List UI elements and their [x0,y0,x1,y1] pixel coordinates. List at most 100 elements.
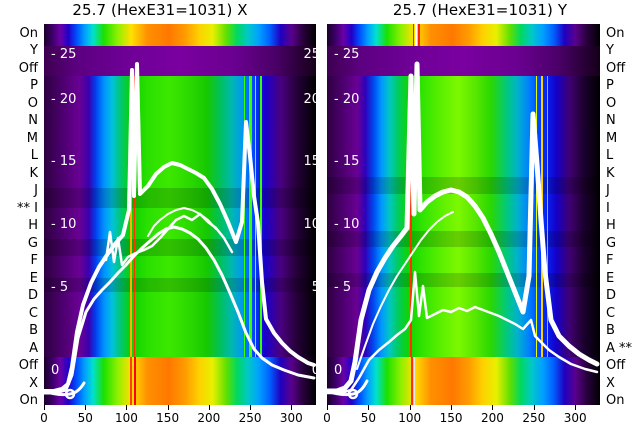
category-label-left-d: D [27,288,38,304]
category-label-left-h: H [28,218,38,234]
category-label-right-on: On [606,26,625,41]
category-label-right-e: E [606,270,615,286]
category-label-left-k: K [29,165,38,181]
x-tick-label-panel-y-300: 300 [563,411,587,425]
x-tick-label-panel-x-300: 300 [279,411,303,425]
category-label-right-f: F [606,253,614,269]
overlay-traces-y [327,24,600,405]
ytick-label-inner-25-y: - 25 [334,47,360,62]
x-tick-panel-y-150 [451,405,453,410]
x-tick-label-panel-x-0: 0 [40,411,48,425]
category-label-left-g: G [27,235,38,251]
category-label-right-p: P [606,78,614,94]
heatmap-bottom-band-y [327,357,600,405]
category-label-right-on: On [606,393,625,408]
x-axis-panel-x: 0 50 100 150 200 250 300 [40,405,316,440]
category-label-right-g: G [606,235,617,251]
category-label-left-x: X [29,375,38,391]
ytick-label-inner-0-x: 0 [51,363,60,378]
spectrum-strip [44,24,316,46]
ytick-label-inner-15-y: - 15 [334,154,360,169]
category-label-right-j: J [606,183,610,199]
x-tick-label-panel-x-50: 50 [77,411,93,425]
panel-x-heatmap: - 25 - 20 - 15 - 10 - 5 0 25 20 15 10 5 … [44,24,316,405]
x-tick-panel-x-0 [44,405,45,410]
category-label-left-f: F [30,253,38,269]
panel-y-title: 25.7 (HexE31=1031) Y [392,1,568,19]
category-label-right-off: Off [606,60,626,76]
x-tick-label-panel-y-200: 200 [481,411,504,425]
category-label-left-on: On [19,393,38,408]
category-label-right-l: L [606,148,614,164]
category-label-right-d: D [606,288,617,304]
right-category-axis: On Y Off P O N M L K J I H G F E D C B A ** Off X On [602,24,640,408]
category-label-right-off: Off [606,358,626,374]
heatmap-purple-row-a-x [44,46,316,64]
category-label-left-i: ** I [17,200,38,216]
x-tick-label-panel-x-200: 200 [197,411,221,425]
x-tick-panel-x-50 [85,405,87,410]
category-label-left-n: N [28,113,38,129]
category-label-left-on: On [19,26,38,41]
category-label-right-m: M [606,130,618,146]
x-tick-label-panel-y-100: 100 [398,411,422,425]
category-label-right-i: I [606,200,610,216]
x-tick-panel-x-100 [126,405,128,410]
heatmap-core-field-x [44,76,316,357]
category-label-left-e: E [29,270,38,286]
x-tick-panel-x-300 [291,405,293,410]
spectrum-strip [327,24,600,46]
ytick-label-inner-15-x: - 15 [51,154,77,169]
panel-y-heatmap: - 25 - 20 - 15 - 10 - 5 0 [327,24,600,405]
category-label-left-b: B [29,323,38,339]
x-tick-label-panel-x-150: 150 [156,411,180,425]
x-tick-panel-y-0 [327,405,328,410]
ytick-label-edge-25-x: 25 [303,47,316,62]
heatmap-purple-row-a-y [327,46,600,64]
ytick-label-edge-5-x: 5 [311,280,316,295]
category-label-left-o: O [27,95,38,111]
ytick-label-inner-20-y: - 20 [334,92,360,107]
ytick-label-inner-10-y: - 10 [334,217,360,232]
x-tick-panel-y-50 [368,405,370,410]
x-tick-label-panel-y-250: 250 [522,411,546,425]
ytick-label-inner-10-x: - 10 [51,217,77,232]
heatmap-top-band-y [327,24,600,46]
ytick-label-inner-25-x: - 25 [51,47,77,62]
x-tick-label-panel-x-250: 250 [238,411,262,425]
x-tick-label-panel-y-0: 0 [323,411,331,425]
category-label-left-j: J [34,183,38,199]
x-axis-panel-y: 0 50 100 150 200 250 300 [323,405,600,440]
ytick-label-edge-20-x: 20 [303,92,316,107]
x-tick-panel-y-300 [575,405,577,410]
category-label-left-m: M [26,130,38,146]
x-tick-label-panel-y-150: 150 [439,411,463,425]
ytick-label-inner-5-y: - 5 [334,280,352,295]
category-label-right-c: C [606,305,616,321]
category-label-left-l: L [30,148,38,164]
x-tick-panel-y-200 [492,405,494,410]
category-label-right-n: N [606,113,616,129]
x-tick-label-panel-x-100: 100 [114,411,138,425]
spectrum-strip [327,357,600,405]
category-label-left-off: Off [18,60,38,76]
x-tick-panel-x-250 [250,405,252,410]
category-label-right-o: O [606,95,617,111]
x-tick-panel-x-200 [208,405,210,410]
ytick-label-inner-0-y: 0 [334,363,343,378]
panel-x-title: 25.7 (HexE31=1031) X [72,1,248,19]
category-label-right-h: H [606,218,616,234]
ytick-label-edge-15-x: 15 [303,154,316,169]
category-label-left-off: Off [18,358,38,374]
ytick-label-edge-0-x: 0 [311,363,316,378]
x-tick-panel-y-100 [409,405,411,410]
category-label-left-y: Y [30,43,38,59]
heatmap-top-band-x [44,24,316,46]
category-label-right-y: Y [606,43,614,59]
x-tick-label-panel-y-50: 50 [360,411,376,425]
x-tick-panel-y-250 [533,405,535,410]
category-label-right-x: X [606,375,615,391]
ytick-label-edge-10-x: 10 [303,217,316,232]
category-label-left-a: A [29,340,38,356]
